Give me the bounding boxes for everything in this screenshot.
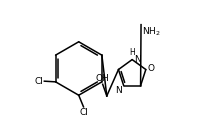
Text: N: N [135,55,141,64]
Text: Cl: Cl [35,77,44,86]
Text: NH$_2$: NH$_2$ [142,25,160,38]
Text: N: N [115,86,122,95]
Text: OH: OH [95,74,109,83]
Text: Cl: Cl [79,108,88,117]
Text: O: O [147,64,154,73]
Text: H: H [129,48,135,57]
